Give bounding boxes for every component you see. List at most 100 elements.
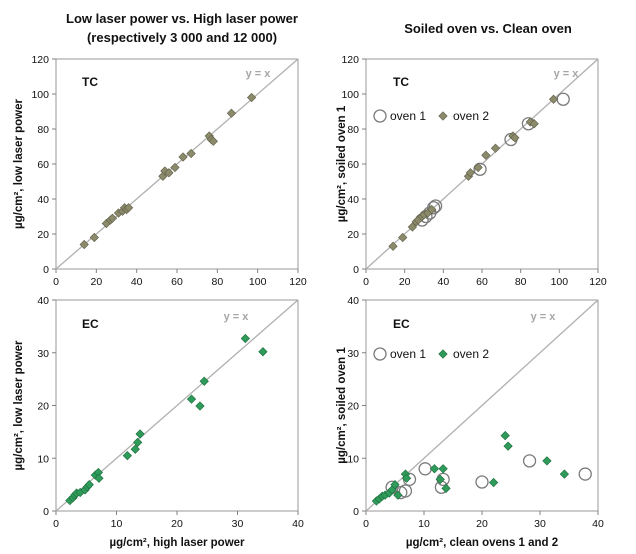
y-tick-label: 10 [37,453,49,465]
x-tick-label: 0 [363,518,369,530]
reference-line-y-equals-x [365,299,599,512]
x-tick-label: 40 [292,518,304,530]
data-point [84,480,94,490]
y-tick-label: 100 [31,89,49,101]
series-oven-2 [371,430,569,506]
x-tick-label: 30 [232,518,244,530]
data-point [578,467,592,481]
legend-marker [373,347,387,361]
y-tick-label: 0 [353,264,359,276]
data-point [246,92,257,103]
x-tick-label: 30 [534,518,546,530]
legend: oven 1 oven 2 [373,109,489,123]
y-tick-label: 20 [347,401,359,413]
x-tick-label: 100 [249,276,267,288]
data-point [240,333,250,344]
panel-label: EC [393,317,410,331]
x-tick-label: 20 [476,518,488,530]
panel-label: EC [82,317,99,331]
data-point [441,483,451,493]
legend-marker [438,111,448,121]
data-point [503,441,513,451]
x-tick-label: 0 [363,276,369,288]
data-point [488,477,499,488]
data-point [510,133,520,143]
reference-line-label: y = x [246,68,272,80]
series-points [65,333,268,506]
data-point [500,430,510,441]
data-point [398,484,413,498]
y-tick-label: 80 [347,124,359,136]
legend-marker [373,109,387,123]
legend-label: oven 2 [453,109,489,123]
data-point [122,450,133,461]
y-tick-label: 10 [347,453,359,465]
reference-line-label: y = x [531,311,557,323]
data-point [490,143,501,153]
data-point [130,444,140,454]
data-point [158,171,168,181]
data-point [418,462,432,476]
panel-tc-oven: 0 20 40 60 80 100 120 0 20 40 60 80 100 120 y = x TC µg/… [336,54,607,288]
x-axis-title: µg/cm², clean ovens 1 and 2 [406,537,558,549]
x-tick-label: 10 [418,518,430,530]
x-axis-title: µg/cm², high laser power [109,537,245,549]
y-axis-title: µg/cm², soiled oven 1 [336,105,348,222]
y-tick-label: 0 [43,264,49,276]
y-tick-label: 20 [37,229,49,241]
x-tick-label: 80 [211,276,223,288]
data-point [435,474,445,484]
data-point [258,347,268,357]
reference-line-y-equals-x [55,299,299,512]
x-tick-label: 120 [289,276,307,288]
y-tick-label: 0 [43,506,49,518]
data-point [429,464,440,474]
data-point [427,204,437,215]
data-point [427,201,441,215]
series-oven-1 [385,454,592,500]
data-point [388,241,398,251]
right-column-title: Soiled oven vs. Clean oven [404,21,572,36]
y-tick-label: 100 [341,89,359,101]
reference-line-label: y = x [554,68,580,80]
data-point [407,222,418,232]
x-tick-label: 120 [589,276,607,288]
legend-marker [438,349,448,359]
data-point [199,376,209,386]
panel-label: TC [393,75,409,89]
data-point [89,232,99,243]
x-tick-label: 20 [90,276,102,288]
y-tick-label: 0 [353,506,359,518]
x-tick-label: 60 [476,276,488,288]
y-tick-label: 30 [37,348,49,360]
data-point [438,464,448,474]
y-tick-label: 60 [37,159,49,171]
data-point [170,162,180,173]
y-tick-label: 30 [347,348,359,360]
legend-label: oven 1 [390,109,426,123]
panel-ec-oven: 0 10 20 30 40 0 10 20 30 40 y = x EC µg/cm², soiled … [336,295,604,549]
data-point [94,473,104,483]
data-point [473,162,487,176]
reference-line-y-equals-x [55,58,299,270]
x-tick-label: 10 [111,518,123,530]
y-axis-title: µg/cm², low laser power [13,340,25,470]
x-tick-label: 100 [551,276,569,288]
y-tick-label: 120 [341,54,359,66]
data-point [133,437,143,448]
data-point [186,394,197,404]
x-tick-label: 20 [399,276,411,288]
data-point [481,150,491,160]
left-column-title-line-1: Low laser power vs. High laser power [66,11,298,26]
data-point [393,490,403,500]
data-point [401,473,412,483]
legend-label: oven 1 [390,347,426,361]
y-axis-title: µg/cm², soiled oven 1 [336,347,348,464]
x-tick-label: 80 [515,276,527,288]
data-point [390,480,400,490]
y-axis-title: µg/cm², low laser power [13,98,25,228]
y-tick-label: 20 [37,401,49,413]
data-point [522,454,537,468]
x-tick-label: 60 [171,276,183,288]
y-tick-label: 40 [37,194,49,206]
